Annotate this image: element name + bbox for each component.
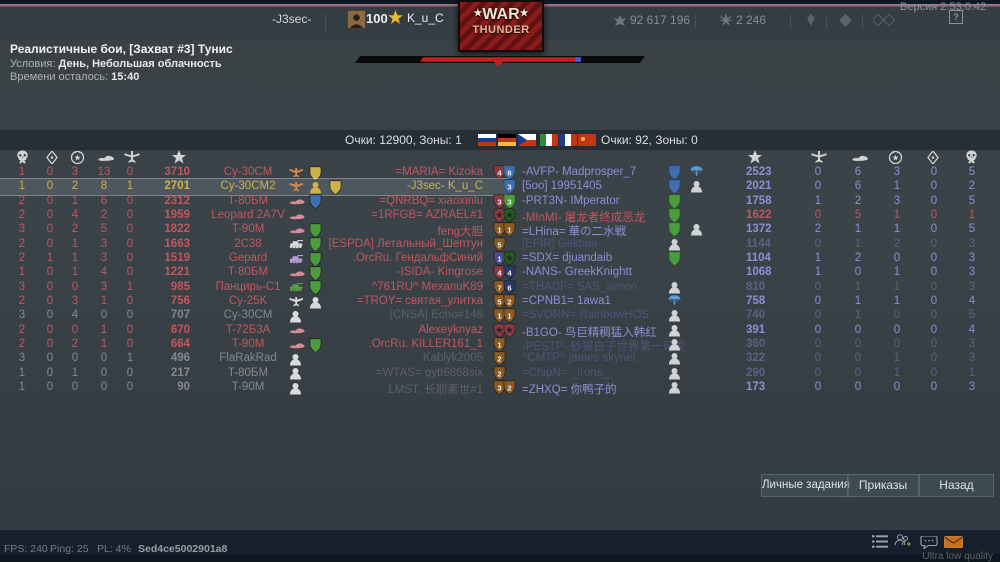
- svg-text:2: 2: [507, 298, 511, 307]
- svg-text:2: 2: [497, 369, 501, 378]
- svg-text:3: 3: [497, 197, 501, 206]
- svg-text:7: 7: [497, 283, 501, 292]
- svg-text:2: 2: [507, 384, 511, 393]
- svg-text:6: 6: [507, 169, 511, 178]
- svg-text:3: 3: [497, 384, 501, 393]
- svg-text:3: 3: [507, 183, 511, 192]
- svg-text:6: 6: [507, 283, 511, 292]
- svg-text:3: 3: [507, 197, 511, 206]
- svg-text:2: 2: [497, 355, 501, 364]
